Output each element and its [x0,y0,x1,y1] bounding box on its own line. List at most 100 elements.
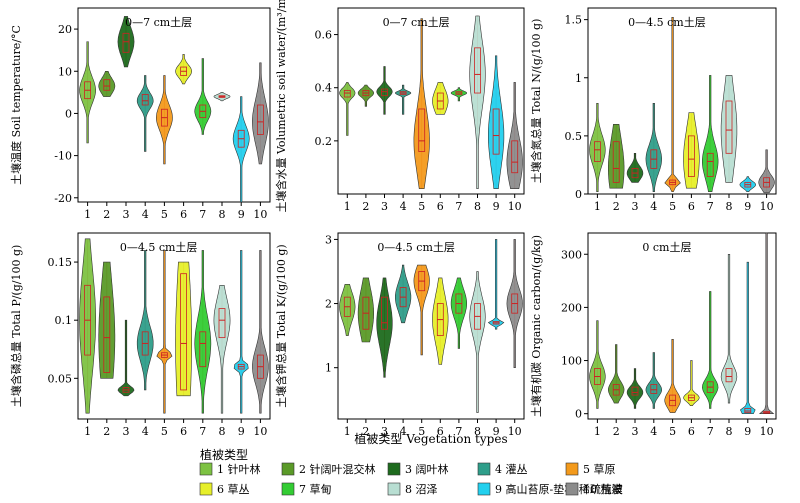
legend-swatch [387,462,401,476]
x-tick-label: 1 [84,208,91,221]
chart-panel-2: 0.2 0.4 0.6 1 2 3 4 5 6 7 8 9 10 0—7 cm土层 土壤含水量 Volume… [274,0,525,213]
x-tick-label: 4 [650,200,657,213]
violin-8 [469,271,486,413]
y-tick-label: 2 [325,298,332,311]
x-tick-label: 3 [123,208,130,221]
violin-box [180,273,188,391]
legend-label: 6 草丛 [217,483,250,496]
y-tick-label: 20 [58,23,72,36]
x-tick-label: 5 [161,208,168,221]
x-tick-label: 10 [508,200,522,213]
legend-item-8: 8 沼泽 [387,482,438,496]
violin-body [758,232,775,414]
panel-annotation: 0—4.5 cm土层 [628,16,706,29]
violin-7 [701,291,719,409]
violin-8 [213,284,231,414]
chart-panel-4: 0.05 0.1 0.15 1 2 3 4 5 6 7 8 9 10 0—4.5 cm土层 土壤含磷总量 T… [9,232,271,438]
violin-2 [607,344,625,404]
x-tick-label: 9 [238,208,245,221]
violin-body [357,277,374,343]
violin-5 [664,338,681,413]
violin-body [608,123,625,189]
x-tick-label: 9 [744,425,751,438]
violin-10 [251,62,269,165]
x-tick-label: 4 [650,425,657,438]
violin-body [701,291,719,409]
violin-body [506,82,523,189]
violin-box [612,141,620,183]
x-tick-label: 6 [437,200,444,213]
violin-2 [608,123,625,189]
x-tick-label: 8 [219,425,226,438]
violin-8 [720,75,738,183]
x-tick-label: 9 [493,425,500,438]
violin-box [594,141,601,162]
violin-body [645,102,663,192]
x-axis-label: 植被类型 Vegetation types [354,431,507,446]
legend-swatch [387,482,401,496]
violin-box [418,108,426,152]
x-tick-label: 9 [744,200,751,213]
y-tick-label: 0.4 [315,82,333,95]
violin-body [232,96,250,203]
x-tick-label: 4 [142,425,149,438]
y-tick-label: 0 [575,408,582,421]
x-tick-label: 4 [142,208,149,221]
violin-body [720,75,738,183]
violin-5 [413,18,430,189]
x-tick-label: 10 [508,425,522,438]
violin-body [339,283,356,336]
violin-1 [79,238,96,414]
panel-annotation: 0—7 cm土层 [125,16,192,29]
violin-4 [645,352,663,409]
x-tick-label: 7 [199,425,206,438]
violin-6 [432,82,449,115]
violin-body [664,17,681,192]
x-tick-label: 8 [474,425,481,438]
violin-2 [357,84,375,107]
violin-10 [758,149,775,194]
violin-box [706,152,714,177]
x-tick-label: 6 [437,425,444,438]
violin-body [376,277,393,378]
violin-10 [506,239,523,368]
legend-item-5: 5 草原 [565,462,616,476]
violin-1 [339,283,356,336]
violin-body [79,238,96,414]
violin-body [175,54,193,85]
violin-1 [589,102,606,192]
violin-2 [98,261,116,379]
y-axis-label: 土壤含水量 Volumetric soil water/(m³/m³) [274,0,288,213]
x-tick-label: 1 [344,425,351,438]
legend-label: 1 针叶林 [217,462,261,476]
x-tick-label: 3 [381,200,388,213]
y-tick-label: 0.2 [315,135,333,148]
y-tick-label: 10 [58,65,72,78]
panel-frame [587,232,777,420]
x-tick-label: 3 [632,200,639,213]
violin-3 [626,152,644,183]
x-tick-label: 1 [594,425,601,438]
violin-body [213,284,231,414]
violin-body [252,250,269,414]
x-tick-label: 2 [362,200,369,213]
violin-9 [233,250,249,414]
x-tick-label: 10 [253,208,267,221]
violin-box [218,308,226,339]
violin-3 [117,16,135,68]
violin-5 [664,17,681,192]
y-tick-label: 3 [325,233,332,246]
chart-panel-6: 0 100 200 300 1 2 3 4 5 6 7 8 9 10 0 cm土层 土壤有机碳 Organic… [529,232,777,438]
violin-1 [79,41,97,144]
legend-label: 9 高山苔原-垫状-稀疏植被 [495,482,623,496]
violin-7 [194,58,212,135]
violin-box [650,384,658,394]
x-tick-label: 5 [161,425,168,438]
violin-body [683,112,700,189]
y-axis-label: 土壤含磷总量 Total P/(g/100 g) [9,245,23,408]
violin-body [739,176,756,192]
violin-body [664,338,681,413]
